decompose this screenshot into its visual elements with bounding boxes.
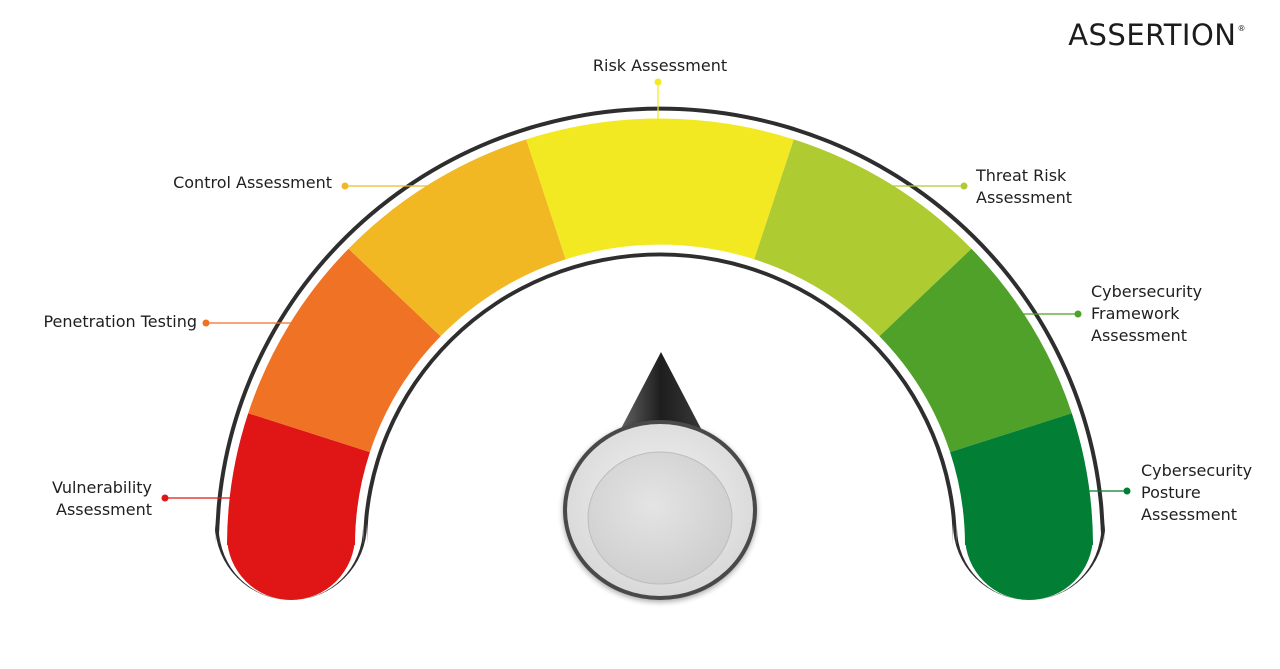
label-control-assessment: Control Assessment	[173, 173, 332, 192]
label-vulnerability-assessment: Vulnerability Assessment	[51, 478, 152, 519]
leader-lines	[161, 78, 1131, 502]
registered-mark: ®	[1237, 24, 1246, 33]
leader-dot-risk	[654, 78, 662, 86]
leader-dot-posture	[1123, 487, 1131, 495]
segment-posture-leg	[965, 536, 1093, 600]
leader-dot-vulnerability	[161, 494, 169, 502]
brand-name: ASSERTION	[1068, 18, 1237, 52]
gauge-needle	[614, 352, 708, 442]
label-penetration-testing: Penetration Testing	[43, 312, 197, 331]
label-threat-risk-assessment: Threat Risk Assessment	[976, 166, 1072, 207]
label-cybersecurity-posture-assessment: Cybersecurity Posture Assessment	[1141, 461, 1253, 524]
segment-penetration	[248, 248, 441, 453]
segment-threat	[754, 139, 972, 337]
leader-dot-penetration	[202, 319, 210, 327]
brand-logo: ASSERTION®	[1068, 18, 1246, 52]
label-risk-assessment: Risk Assessment	[592, 56, 728, 75]
segment-control	[348, 139, 566, 337]
segment-risk	[526, 118, 794, 260]
segment-vulnerability-leg	[227, 536, 355, 600]
leader-dot-control	[341, 182, 349, 190]
label-cybersecurity-framework-assessment: Cybersecurity Framework Assessment	[1091, 282, 1203, 345]
segment-vulnerability	[227, 413, 370, 545]
gauge-knob	[563, 420, 757, 600]
gauge-segments	[227, 118, 1093, 600]
segment-posture	[950, 413, 1093, 545]
leader-dot-framework	[1074, 310, 1082, 318]
segment-framework	[879, 248, 1072, 453]
leader-dot-threat	[960, 182, 968, 190]
